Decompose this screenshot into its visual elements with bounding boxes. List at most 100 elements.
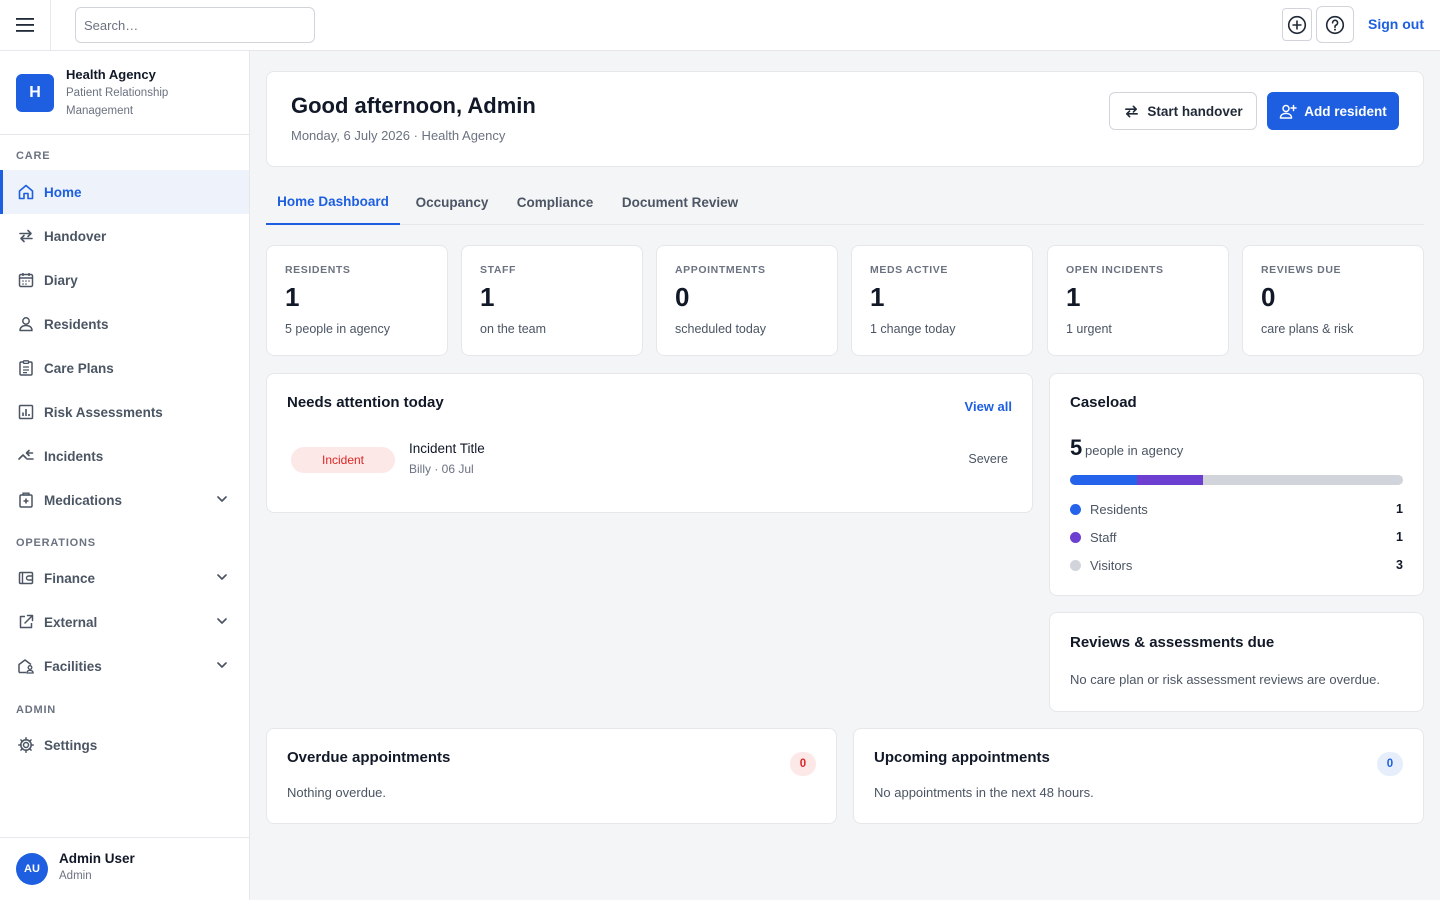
user-profile[interactable]: AU Admin User Admin <box>0 837 249 900</box>
sidebar-item-facilities[interactable]: Facilities <box>0 644 249 688</box>
legend-name: Residents <box>1090 501 1148 517</box>
user-name: Admin User <box>59 851 135 866</box>
legend-row-residents: Residents 1 <box>1070 499 1403 519</box>
stat-subtext: 1 urgent <box>1066 322 1112 336</box>
help-button[interactable] <box>1316 6 1354 43</box>
page-title: Good afternoon, Admin <box>291 93 536 118</box>
stat-card-meds-active[interactable]: MEDS ACTIVE 1 1 change today <box>851 245 1033 356</box>
add-resident-button[interactable]: Add resident <box>1267 92 1399 130</box>
sidebar-item-handover[interactable]: Handover <box>0 214 249 258</box>
page-subtitle: Monday, 6 July 2026 · Health Agency <box>291 128 506 143</box>
sidebar-item-label: Handover <box>44 228 107 244</box>
brand-subtitle: Patient Relationship Management <box>66 87 169 117</box>
legend-name: Staff <box>1090 529 1117 545</box>
sidebar-item-risk-assessments[interactable]: Risk Assessments <box>0 390 249 434</box>
sidebar-item-diary[interactable]: Diary <box>0 258 249 302</box>
tab-occupancy[interactable]: Occupancy <box>415 195 489 210</box>
tab-home-dashboard[interactable]: Home Dashboard <box>266 180 400 225</box>
add-resident-label: Add resident <box>1304 103 1387 119</box>
legend-value: 1 <box>1396 530 1403 544</box>
external-link-icon <box>17 613 35 631</box>
stat-subtext: scheduled today <box>675 322 767 336</box>
stat-card-staff[interactable]: STAFF 1 on the team <box>461 245 643 356</box>
sign-out-link[interactable]: Sign out <box>1368 16 1424 32</box>
caseload-total-label: people in agency <box>1085 443 1184 458</box>
card-title: Reviews & assessments due <box>1070 634 1275 651</box>
stat-card-residents[interactable]: RESIDENTS 1 5 people in agency <box>266 245 448 356</box>
greeting-card: Good afternoon, Admin Monday, 6 July 202… <box>266 71 1424 167</box>
legend-row-visitors: Visitors 3 <box>1070 555 1403 575</box>
caseload-bar-segment-staff <box>1136 475 1204 485</box>
sidebar-item-settings[interactable]: Settings <box>0 723 249 767</box>
add-button[interactable] <box>1282 8 1312 41</box>
sidebar-item-label: Settings <box>44 737 98 753</box>
upcoming-empty-text: No appointments in the next 48 hours. <box>874 785 1094 800</box>
start-handover-button[interactable]: Start handover <box>1109 92 1257 130</box>
top-bar: Sign out <box>0 0 1440 51</box>
brand-logo: H <box>16 74 54 112</box>
person-icon <box>17 315 35 333</box>
sidebar-item-incidents[interactable]: Incidents <box>0 434 249 478</box>
building-user-icon <box>17 657 35 675</box>
sidebar-item-external[interactable]: External <box>0 600 249 644</box>
count-badge: 0 <box>790 752 816 776</box>
stat-label: REVIEWS DUE <box>1261 264 1342 276</box>
sidebar-item-medications[interactable]: Medications <box>0 478 249 522</box>
stat-value: 1 <box>480 282 495 312</box>
help-icon <box>1325 15 1345 34</box>
sidebar-item-label: Finance <box>44 570 96 586</box>
caseload-bar-segment-residents <box>1070 475 1137 485</box>
user-role: Admin <box>59 870 92 882</box>
sidebar-item-residents[interactable]: Residents <box>0 302 249 346</box>
needs-attention-card: Needs attention today View all Incident … <box>266 373 1033 513</box>
sidebar-item-finance[interactable]: Finance <box>0 556 249 600</box>
legend-dot <box>1070 559 1081 571</box>
count-badge: 0 <box>1377 752 1403 776</box>
stat-subtext: 1 change today <box>870 322 956 336</box>
add-user-icon <box>1279 104 1297 119</box>
stat-subtext: on the team <box>480 322 547 336</box>
bar-chart-icon <box>17 403 35 421</box>
chevron-down-icon <box>217 618 227 624</box>
swap-arrows-icon <box>17 227 35 245</box>
sidebar-item-home[interactable]: Home <box>0 170 249 214</box>
view-all-link[interactable]: View all <box>964 399 1012 414</box>
plus-circle-icon <box>1287 15 1307 34</box>
sidebar-item-label: Risk Assessments <box>44 404 163 420</box>
attention-item-severity: Severe <box>968 452 1008 466</box>
menu-button[interactable] <box>0 0 51 50</box>
overdue-empty-text: Nothing overdue. <box>287 785 387 800</box>
stat-value: 1 <box>285 282 300 312</box>
home-icon <box>17 183 35 201</box>
tab-bar: Home Dashboard Occupancy Compliance Docu… <box>266 180 1424 225</box>
stat-card-appointments[interactable]: APPOINTMENTS 0 scheduled today <box>656 245 838 356</box>
sidebar-item-care-plans[interactable]: Care Plans <box>0 346 249 390</box>
stat-card-open-incidents[interactable]: OPEN INCIDENTS 1 1 urgent <box>1047 245 1229 356</box>
brand-name: Health Agency <box>66 67 156 82</box>
card-title: Needs attention today <box>287 394 444 411</box>
legend-row-staff: Staff 1 <box>1070 527 1403 547</box>
tab-document-review[interactable]: Document Review <box>621 195 739 210</box>
attention-item-title: Incident Title <box>409 441 485 456</box>
stat-subtext: 5 people in agency <box>285 322 390 336</box>
stat-subtext: care plans & risk <box>1261 322 1354 336</box>
gear-icon <box>17 736 35 754</box>
medical-box-icon <box>17 491 35 509</box>
sidebar-item-label: Facilities <box>44 658 102 674</box>
legend-name: Visitors <box>1090 557 1133 573</box>
caseload-total: 5 <box>1070 435 1083 460</box>
sidebar-item-label: Residents <box>44 316 109 332</box>
caseload-bar <box>1070 475 1403 485</box>
stat-label: RESIDENTS <box>285 264 351 276</box>
sidebar-item-label: Diary <box>44 272 78 288</box>
swap-arrows-icon <box>1125 105 1139 117</box>
stat-label: APPOINTMENTS <box>675 264 766 276</box>
card-title: Caseload <box>1070 394 1137 411</box>
brand: H Health Agency Patient Relationship Man… <box>0 51 249 135</box>
sidebar-item-label: Home <box>44 184 82 200</box>
stat-card-reviews-due[interactable]: REVIEWS DUE 0 care plans & risk <box>1242 245 1424 356</box>
card-title: Upcoming appointments <box>874 749 1050 766</box>
stat-value: 0 <box>675 282 690 312</box>
search-input[interactable] <box>75 7 315 43</box>
tab-compliance[interactable]: Compliance <box>516 195 594 210</box>
